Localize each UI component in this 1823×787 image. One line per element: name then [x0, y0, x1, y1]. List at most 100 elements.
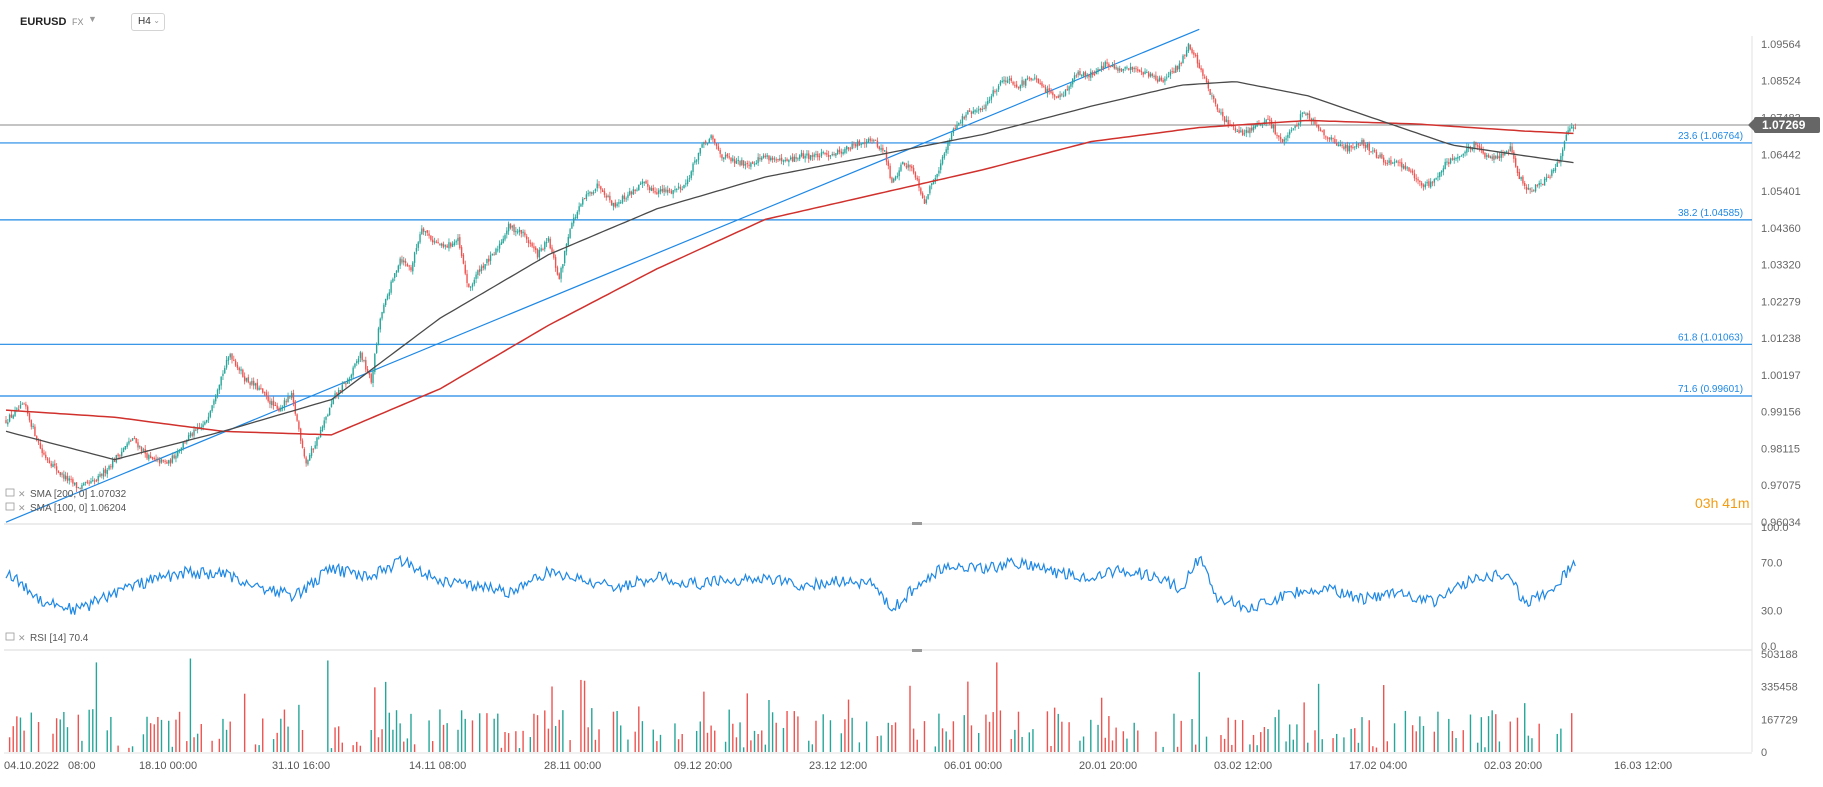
candle-body	[222, 373, 224, 376]
candle-body	[1458, 156, 1461, 158]
chevron-down-icon[interactable]: ▼	[88, 14, 97, 24]
settings-icon	[5, 632, 15, 641]
volume-bar	[327, 660, 329, 752]
candle-body	[298, 421, 300, 430]
volume-bar	[1296, 724, 1298, 752]
candle-body	[12, 415, 14, 419]
candle-body	[220, 376, 222, 386]
candle-body	[965, 114, 967, 118]
candle-body	[683, 184, 685, 189]
volume-bar	[544, 710, 546, 752]
candle-body	[563, 250, 566, 264]
volume-bar	[374, 687, 376, 752]
candle-body	[1531, 190, 1533, 192]
candle-body	[515, 230, 517, 233]
candle-body	[435, 241, 438, 243]
candle-body	[1326, 137, 1329, 139]
volume-bar	[1227, 717, 1229, 752]
candle-body	[1328, 137, 1331, 140]
candle-body	[1147, 72, 1150, 77]
volume-bar	[746, 693, 748, 752]
candle-body	[1072, 78, 1074, 85]
candle-body	[1008, 78, 1011, 81]
candle-body	[583, 198, 586, 200]
candle-body	[399, 258, 401, 266]
candle-body	[1142, 72, 1144, 75]
candle-body	[659, 189, 662, 192]
candle-body	[1543, 178, 1546, 186]
price-tick-label: 0.96034	[1761, 517, 1801, 529]
candle-body	[334, 393, 336, 399]
candle-body	[164, 460, 166, 462]
symbol-label[interactable]: EURUSD	[20, 16, 67, 28]
candle-body	[437, 242, 439, 244]
volume-bar	[403, 741, 405, 752]
candle-body	[1516, 166, 1519, 173]
candle-body	[502, 238, 504, 244]
candle-body	[160, 459, 163, 463]
candle-body	[1057, 95, 1059, 98]
candle-body	[1287, 134, 1289, 138]
candle-body	[871, 139, 873, 141]
volume-bar	[797, 716, 799, 752]
candle-body	[1144, 71, 1146, 75]
x-tick-label: 09.12 20:00	[674, 760, 732, 772]
fib-level-label: 23.6 (1.06764)	[1678, 131, 1743, 142]
volume-bar	[262, 718, 264, 752]
candle-body	[74, 482, 76, 485]
candle-body	[1032, 79, 1034, 81]
candle-body	[101, 473, 103, 476]
candle-body	[976, 110, 978, 112]
candle-body	[83, 483, 85, 486]
candle-body	[258, 387, 260, 390]
candle-body	[784, 159, 786, 161]
candle-body	[1075, 75, 1078, 77]
timeframe-dropdown[interactable]: H4 ⌄	[131, 13, 165, 31]
volume-bar	[569, 740, 571, 752]
candle-body	[321, 426, 324, 432]
volume-bar	[1097, 724, 1099, 752]
candle-body	[341, 384, 343, 392]
volume-bar	[1252, 734, 1255, 752]
indicator-legend-item[interactable]: ✕ SMA [200, 0] 1.07032	[5, 488, 127, 500]
volume-bar	[1162, 746, 1164, 752]
candle-body	[310, 448, 313, 456]
volume-tick-label: 167729	[1761, 714, 1798, 726]
volume-bar	[768, 699, 770, 752]
candle-body	[992, 90, 994, 97]
candle-body	[433, 241, 436, 243]
indicator-legend-item[interactable]: ✕ SMA [100, 0] 1.06204	[5, 502, 127, 514]
candle-body	[672, 190, 674, 195]
volume-bar	[1368, 720, 1370, 752]
candle-body	[415, 248, 418, 252]
candle-body	[739, 160, 741, 166]
volume-bar	[750, 740, 752, 752]
candle-body	[1043, 86, 1045, 88]
candle-body	[838, 149, 841, 152]
volume-bar	[724, 741, 727, 752]
indicator-legend-item[interactable]: ✕ RSI [14] 70.4	[5, 632, 89, 644]
candle-body	[1471, 148, 1473, 150]
candle-body	[902, 161, 904, 165]
volume-bar	[1307, 742, 1309, 752]
candle-body	[518, 229, 521, 233]
candle-body	[1025, 78, 1027, 86]
candle-body	[1146, 72, 1148, 74]
candle-body	[428, 233, 430, 236]
volume-bar	[1082, 736, 1085, 752]
volume-bar	[706, 732, 709, 752]
candle-body	[799, 155, 801, 159]
candle-body	[158, 459, 161, 464]
candle-body	[301, 440, 304, 448]
volume-tick-label: 335458	[1761, 682, 1798, 694]
timeframe-label: H4	[138, 16, 151, 27]
candle-body	[1270, 120, 1273, 129]
volume-bar	[1477, 742, 1479, 752]
candle-body	[146, 453, 148, 459]
candle-body	[979, 108, 982, 110]
volume-bar	[1437, 711, 1439, 752]
volume-bar	[37, 722, 40, 752]
candle-body	[357, 358, 360, 363]
